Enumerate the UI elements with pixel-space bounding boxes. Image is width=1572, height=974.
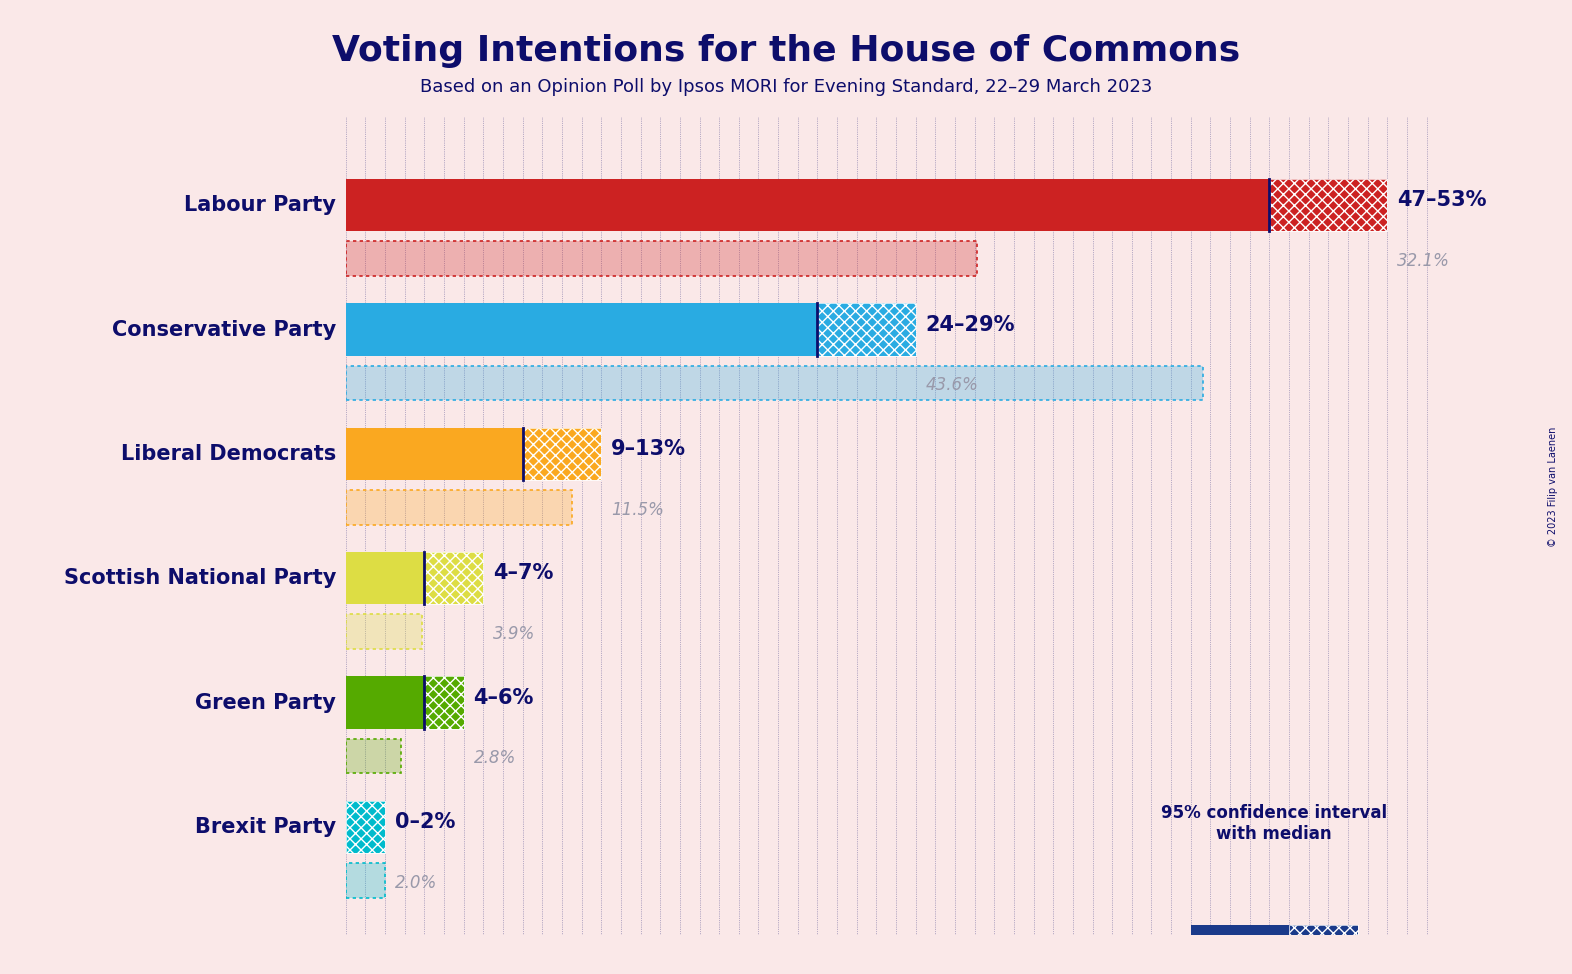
Bar [346, 490, 572, 525]
Bar [1289, 925, 1358, 960]
Text: Liberal Democrats: Liberal Democrats [121, 444, 336, 464]
Bar [424, 676, 464, 729]
Text: Green Party: Green Party [195, 693, 336, 713]
Bar [346, 615, 423, 649]
Bar [346, 863, 385, 898]
Bar [1289, 925, 1358, 960]
Text: 3.9%: 3.9% [494, 625, 536, 643]
Bar [346, 242, 976, 276]
Bar [346, 179, 1270, 231]
Text: Labour Party: Labour Party [184, 195, 336, 215]
Text: 32.1%: 32.1% [1398, 252, 1449, 270]
Text: © 2023 Filip van Laenen: © 2023 Filip van Laenen [1548, 427, 1558, 547]
Bar [1270, 179, 1388, 231]
Bar [346, 552, 424, 604]
Bar [346, 738, 401, 773]
Bar [346, 303, 817, 356]
Bar [1270, 179, 1388, 231]
Text: 11.5%: 11.5% [612, 501, 663, 519]
Text: 2.0%: 2.0% [395, 874, 437, 892]
Bar [346, 365, 1203, 400]
Text: Based on an Opinion Poll by Ipsos MORI for Evening Standard, 22–29 March 2023: Based on an Opinion Poll by Ipsos MORI f… [420, 78, 1152, 95]
Bar [346, 490, 572, 525]
Bar [1192, 925, 1289, 960]
Bar [346, 676, 424, 729]
Text: 43.6%: 43.6% [926, 377, 978, 394]
Bar [346, 863, 385, 898]
Bar [346, 428, 523, 480]
Bar [817, 303, 916, 356]
Text: 2.8%: 2.8% [473, 749, 516, 768]
Bar [817, 303, 916, 356]
Text: Brexit Party: Brexit Party [195, 817, 336, 837]
Text: Conservative Party: Conservative Party [112, 319, 336, 340]
Bar [346, 801, 385, 853]
Text: 0–2%: 0–2% [395, 812, 456, 832]
Bar [346, 738, 401, 773]
Bar [346, 801, 385, 853]
Text: 24–29%: 24–29% [926, 315, 1016, 334]
Bar [346, 615, 423, 649]
Text: Scottish National Party: Scottish National Party [63, 568, 336, 588]
Text: 4–6%: 4–6% [473, 688, 534, 707]
Text: 95% confidence interval
with median: 95% confidence interval with median [1162, 805, 1388, 843]
Text: Voting Intentions for the House of Commons: Voting Intentions for the House of Commo… [332, 34, 1240, 68]
Text: 4–7%: 4–7% [494, 563, 553, 583]
Text: 9–13%: 9–13% [612, 439, 685, 459]
Bar [424, 552, 484, 604]
Bar [424, 552, 484, 604]
Bar [346, 242, 976, 276]
Bar [523, 428, 602, 480]
Bar [346, 365, 1203, 400]
Text: 47–53%: 47–53% [1398, 190, 1487, 210]
Bar [1192, 969, 1358, 974]
Bar [523, 428, 602, 480]
Bar [424, 676, 464, 729]
